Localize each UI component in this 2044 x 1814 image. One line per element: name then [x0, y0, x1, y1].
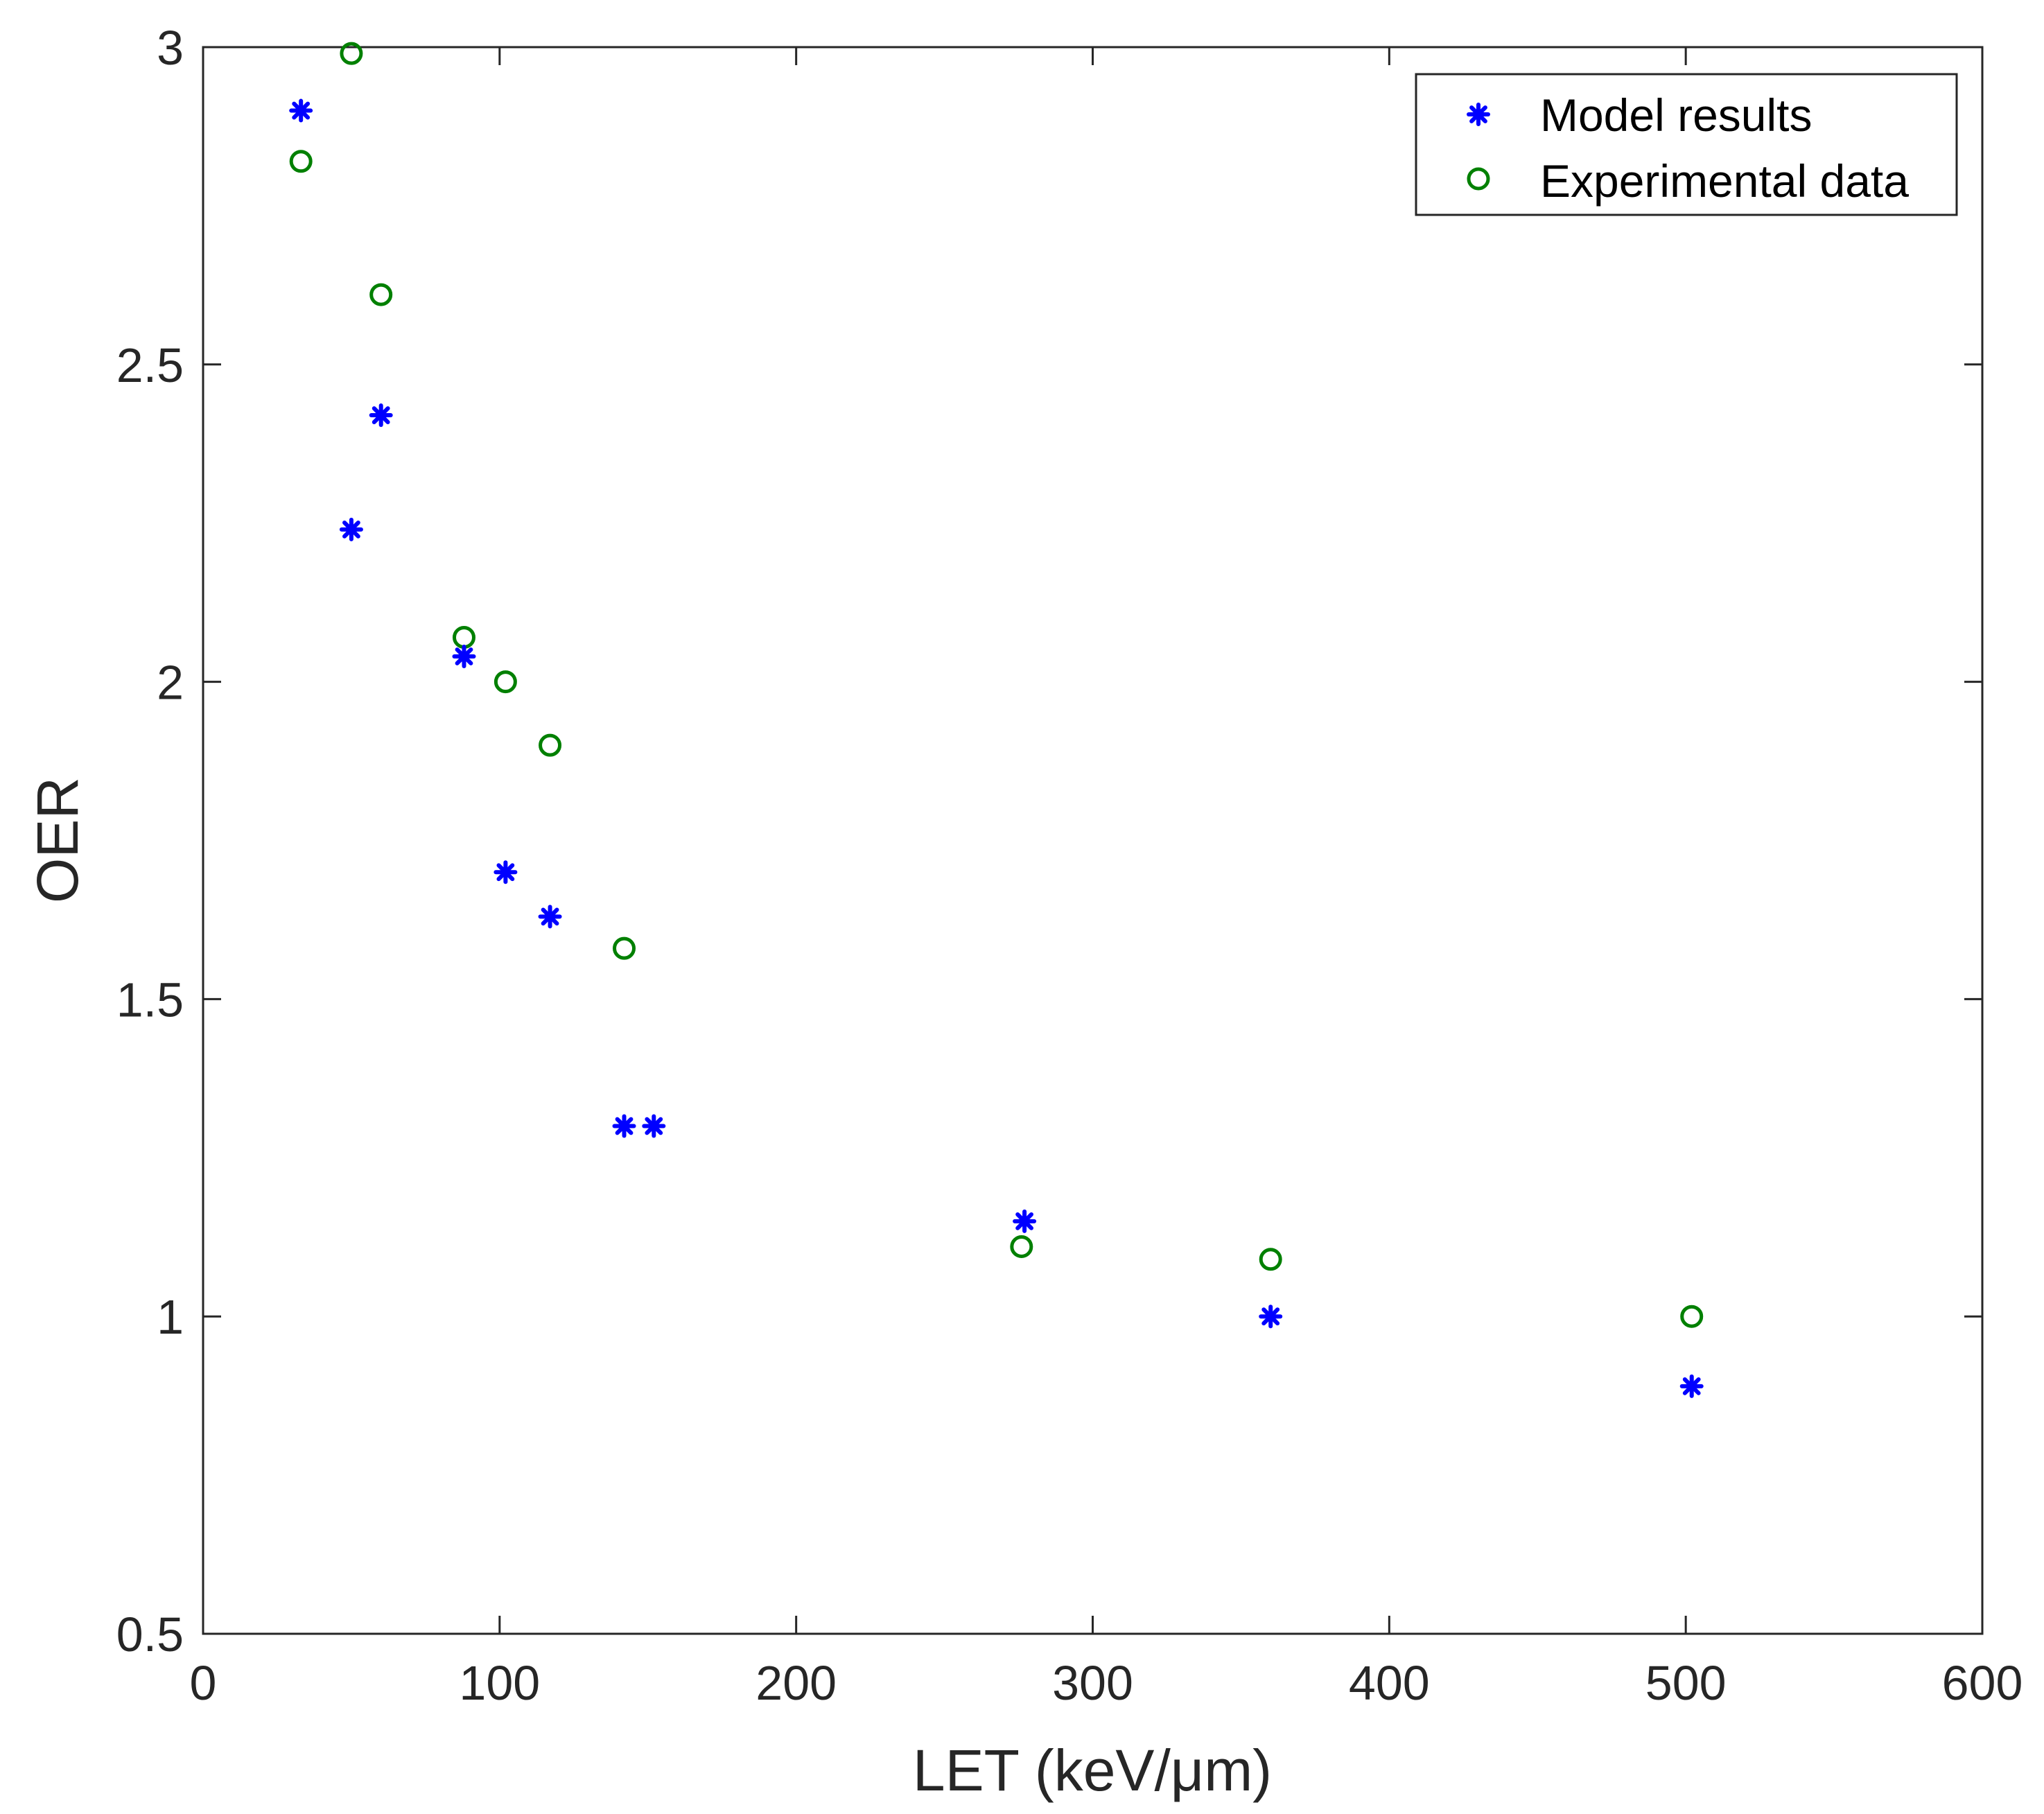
model-result-point: [369, 403, 393, 428]
plot-area: [202, 46, 1984, 1635]
y-tick-label: 1: [157, 1290, 184, 1344]
y-tick-labels: 0.5 1 1.5 2 2.5 3: [116, 21, 184, 1662]
model-result-point: [642, 1114, 666, 1138]
x-tick-label: 100: [459, 1656, 540, 1710]
y-tick-label: 0.5: [116, 1607, 184, 1662]
y-axis-label: OER: [25, 777, 90, 903]
model-result-point: [612, 1114, 636, 1138]
legend-circle-icon: [1467, 167, 1490, 191]
legend-box: [1415, 73, 1958, 216]
y-tick-label: 3: [157, 21, 184, 75]
model-result-point: [493, 860, 518, 884]
data-points: [289, 42, 1704, 1398]
legend-marker-model-results: [1467, 103, 1490, 126]
model-result-point: [452, 644, 476, 668]
legend-asterisk-icon: [1467, 103, 1490, 126]
x-tick-label: 500: [1645, 1656, 1727, 1710]
x-tick-label: 0: [190, 1656, 217, 1710]
experimental-data-point: [289, 150, 313, 173]
experimental-data-point: [613, 936, 636, 960]
experimental-data-point: [1259, 1248, 1282, 1271]
x-tick-label: 200: [755, 1656, 837, 1710]
model-result-point: [289, 98, 313, 123]
x-tick-labels: 0 100 200 300 400 500 600: [190, 1656, 2023, 1710]
experimental-data-point: [1010, 1235, 1033, 1258]
model-result-point: [1259, 1305, 1283, 1329]
model-result-point: [339, 517, 363, 541]
experimental-data-point: [539, 733, 562, 757]
legend: Model results Experimental data: [1415, 73, 1958, 216]
y-tick-label: 2: [157, 656, 184, 710]
x-tick-label: 300: [1052, 1656, 1133, 1710]
experimental-data-point: [369, 283, 393, 306]
axis-ticks: [202, 46, 1984, 1635]
x-tick-label: 400: [1349, 1656, 1430, 1710]
experimental-data-point: [340, 42, 363, 65]
x-tick-label: 600: [1942, 1656, 2023, 1710]
x-axis-label: LET (keV/μm): [913, 1738, 1272, 1803]
y-tick-label: 2.5: [116, 338, 184, 392]
model-result-point: [1013, 1209, 1037, 1233]
experimental-data-point: [493, 670, 517, 694]
experimental-data-point: [1680, 1305, 1704, 1328]
model-result-point: [538, 905, 562, 929]
legend-marker-experimental-data: [1467, 167, 1490, 191]
legend-label-experimental-data: Experimental data: [1540, 155, 1909, 207]
model-result-point: [1679, 1374, 1704, 1398]
legend-label-model-results: Model results: [1540, 89, 1812, 141]
y-tick-label: 1.5: [116, 973, 184, 1027]
